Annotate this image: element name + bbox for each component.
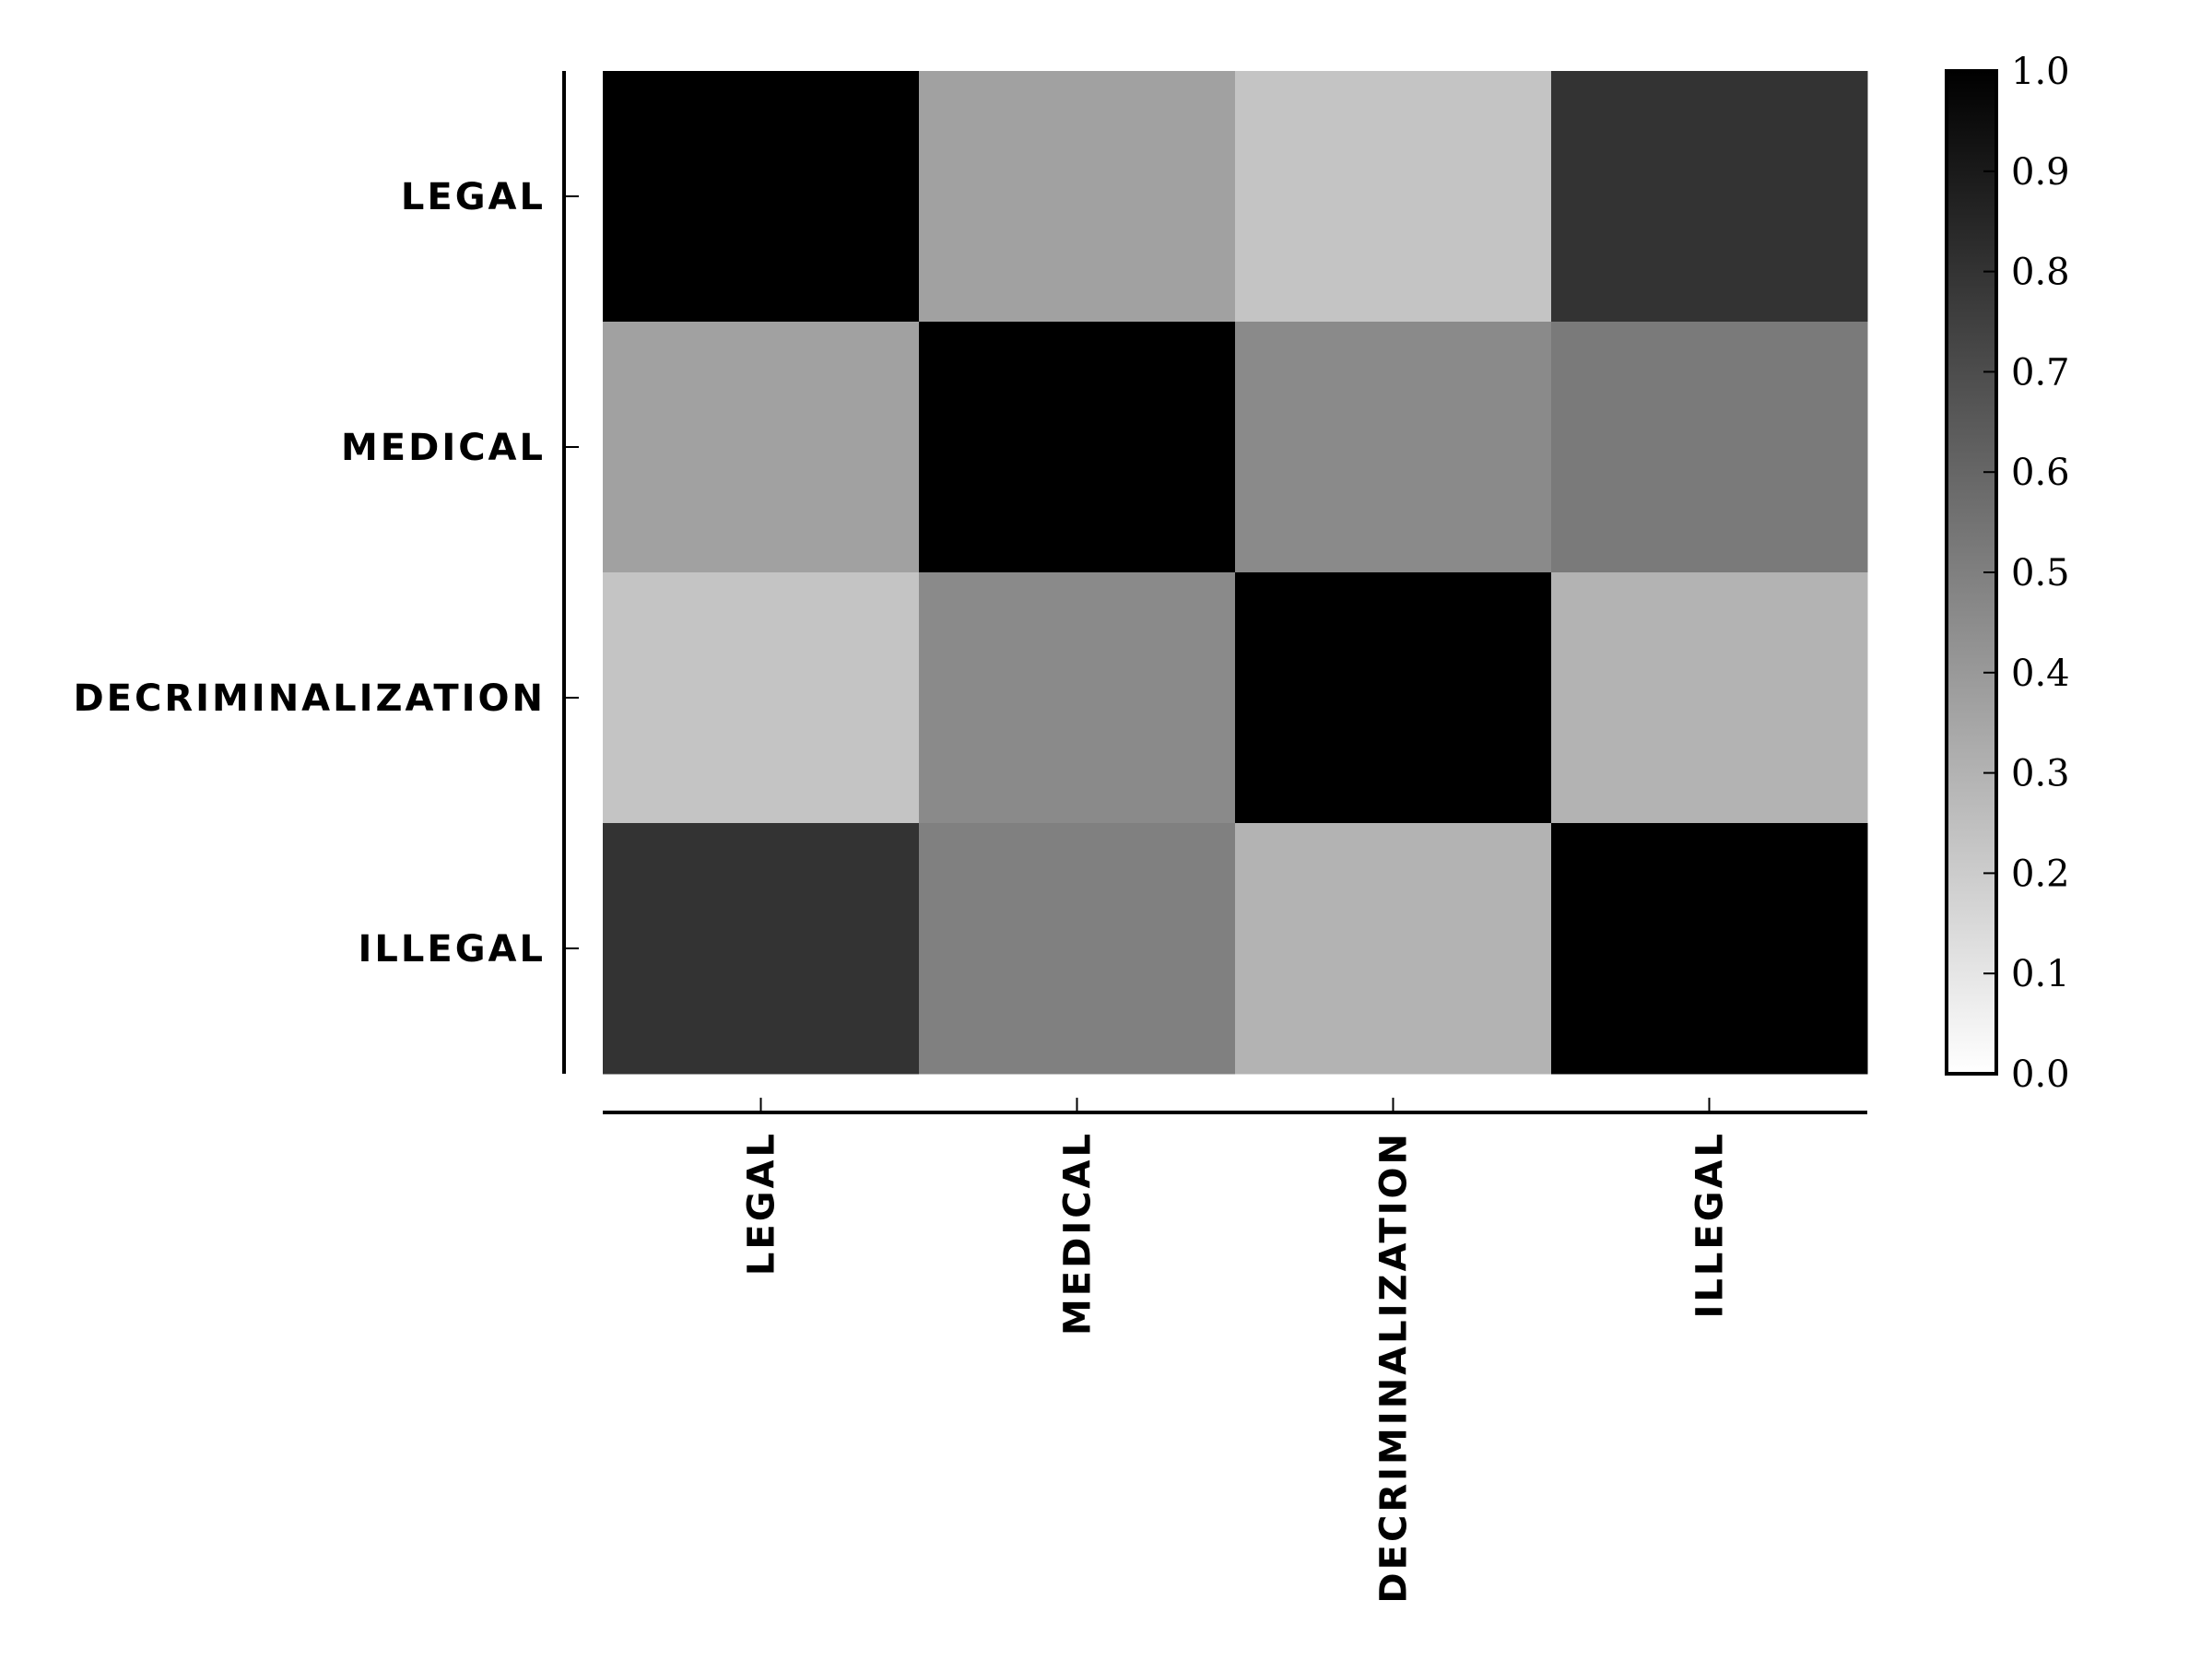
cell-illegal-illegal — [1551, 823, 1868, 1075]
colorbar-tick-label: 0.1 — [2011, 953, 2070, 995]
x-tick-label-medical: MEDICAL — [1057, 1131, 1100, 1335]
cell-legal-illegal — [1551, 71, 1868, 323]
colorbar-tick-label: 0.2 — [2011, 853, 2070, 895]
x-tick-label-illegal: ILLEGAL — [1689, 1131, 1732, 1318]
cell-legal-legal — [603, 71, 920, 323]
colorbar-tick-label: 0.9 — [2011, 151, 2070, 194]
heatmap-cells — [603, 71, 1868, 1075]
cell-decriminalization-legal — [603, 572, 920, 824]
y-tick-label-medical: MEDICAL — [341, 427, 546, 469]
cell-medical-medical — [919, 322, 1236, 573]
cell-medical-illegal — [1551, 322, 1868, 573]
x-tick-label-legal: LEGAL — [741, 1131, 783, 1276]
colorbar: 0.0 0.1 0.2 0.3 0.4 0.5 0.6 0.7 0.8 0.9 1.0 — [1945, 51, 2070, 1096]
y-tick-label-illegal: ILLEGAL — [359, 928, 546, 971]
cell-decriminalization-illegal — [1551, 572, 1868, 824]
cell-illegal-decriminalization — [1235, 823, 1552, 1075]
cell-medical-legal — [603, 322, 920, 573]
colorbar-tick-label: 0.4 — [2011, 653, 2070, 695]
cell-legal-medical — [919, 71, 1236, 323]
cell-decriminalization-medical — [919, 572, 1236, 824]
y-axis: LEGAL MEDICAL DECRIMINALIZATION ILLEGAL — [73, 71, 579, 1074]
colorbar-tick-label: 0.0 — [2011, 1053, 2070, 1096]
x-tick-label-decriminalization: DECRIMINALIZATION — [1373, 1131, 1416, 1604]
colorbar-tick-label: 0.7 — [2011, 351, 2070, 394]
cell-legal-decriminalization — [1235, 71, 1552, 323]
y-tick-label-legal: LEGAL — [401, 176, 546, 218]
cell-illegal-medical — [919, 823, 1236, 1075]
colorbar-tick-label: 0.6 — [2011, 452, 2070, 494]
colorbar-tick-label: 0.5 — [2011, 552, 2070, 594]
cell-illegal-legal — [603, 823, 920, 1075]
cell-medical-decriminalization — [1235, 322, 1552, 573]
cell-decriminalization-decriminalization — [1235, 572, 1552, 824]
colorbar-tick-label: 1.0 — [2011, 51, 2070, 93]
colorbar-tick-label: 0.3 — [2011, 753, 2070, 795]
y-tick-label-decriminalization: DECRIMINALIZATION — [73, 677, 546, 720]
x-axis: LEGAL MEDICAL DECRIMINALIZATION ILLEGAL — [603, 1098, 1867, 1604]
colorbar-tick-label: 0.8 — [2011, 252, 2070, 294]
